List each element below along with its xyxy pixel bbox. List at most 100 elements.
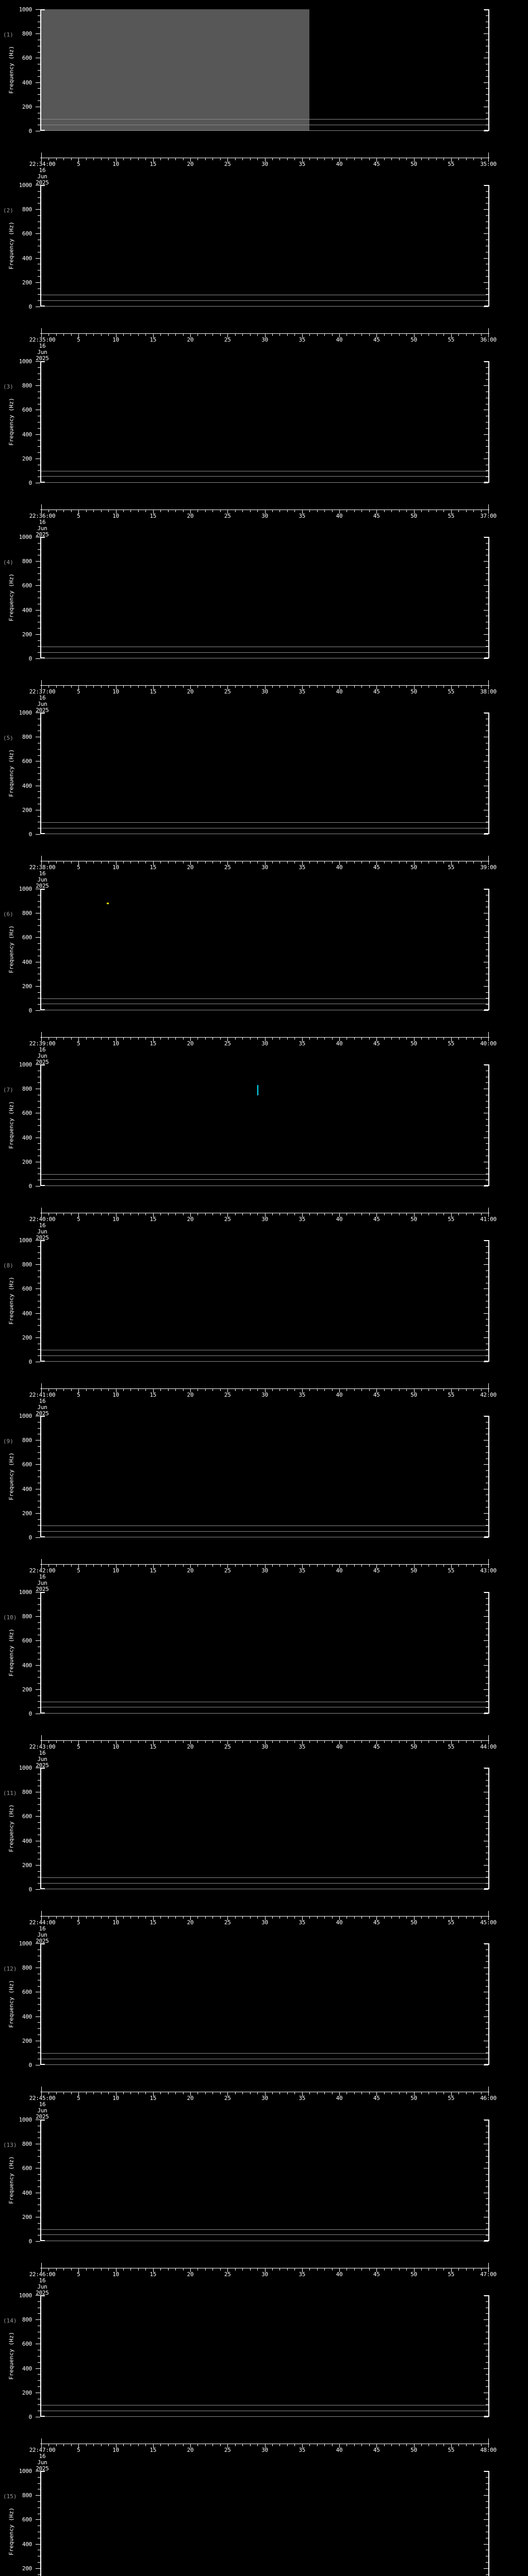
date-label: 16 Jun 2025 xyxy=(21,519,64,538)
plot-area[interactable] xyxy=(41,1416,488,1538)
time-minor-tick xyxy=(384,861,385,864)
date-label: 16 Jun 2025 xyxy=(21,1398,64,1417)
time-major-tick xyxy=(190,1740,191,1744)
time-minor-tick xyxy=(123,1916,124,1919)
plot-area[interactable] xyxy=(41,536,488,658)
y-minor-tick xyxy=(486,2022,488,2023)
y-axis-tick-label: 600 xyxy=(22,1285,32,1293)
time-minor-tick xyxy=(324,2092,325,2095)
reference-line xyxy=(41,998,488,999)
y-minor-tick xyxy=(486,70,488,71)
y-minor-tick xyxy=(38,2180,40,2181)
plot-area[interactable] xyxy=(41,888,488,1010)
time-minor-tick xyxy=(361,2092,362,2095)
time-axis-end-label: 46:00 xyxy=(480,2095,497,2102)
time-major-tick xyxy=(190,1037,191,1041)
time-major-tick xyxy=(116,861,117,866)
y-minor-tick xyxy=(486,1810,488,1811)
time-minor-tick xyxy=(272,2443,273,2446)
time-axis-tick-label: 40 xyxy=(336,1040,343,1047)
time-minor-tick xyxy=(369,2443,370,2446)
y-minor-tick xyxy=(486,118,488,119)
time-minor-tick xyxy=(257,2443,258,2446)
plot-area[interactable] xyxy=(41,1943,488,2065)
time-minor-tick xyxy=(421,2092,422,2095)
y-minor-tick xyxy=(486,197,488,198)
y-minor-tick xyxy=(38,1810,40,1811)
time-axis-tick-label: 10 xyxy=(112,864,119,871)
axis-cap xyxy=(484,1536,489,1538)
time-minor-tick xyxy=(436,509,437,512)
time-minor-tick xyxy=(309,1916,310,1919)
plot-area[interactable] xyxy=(41,1064,488,1186)
time-axis-tick-label: 15 xyxy=(150,1392,157,1399)
time-minor-tick xyxy=(406,509,407,512)
time-minor-tick xyxy=(421,1740,422,1743)
time-major-tick xyxy=(265,1916,266,1920)
date-label-line: 2025 xyxy=(36,1234,49,1241)
time-axis-tick-label: 30 xyxy=(261,864,268,871)
time-minor-tick xyxy=(250,685,251,688)
plot-area[interactable] xyxy=(41,9,488,131)
y-minor-tick xyxy=(486,1622,488,1623)
plot-area[interactable] xyxy=(41,713,488,835)
time-minor-tick xyxy=(287,1037,288,1040)
plot-area[interactable] xyxy=(41,361,488,483)
plot-area[interactable] xyxy=(41,185,488,307)
y-axis-title: Frequency (Hz) xyxy=(8,2507,15,2556)
axis-cap xyxy=(40,1416,45,1417)
time-minor-tick xyxy=(250,1564,251,1567)
time-minor-tick xyxy=(160,158,161,160)
time-major-tick xyxy=(227,861,228,866)
time-major-tick xyxy=(339,1740,340,1744)
date-label-line: 2025 xyxy=(36,1938,49,1944)
plot-background xyxy=(41,1416,488,1538)
y-axis-tick-label: 600 xyxy=(22,758,32,765)
plot-area[interactable] xyxy=(41,1768,488,1889)
time-minor-tick xyxy=(108,1388,109,1392)
time-major-tick xyxy=(339,1916,340,1920)
time-minor-tick xyxy=(466,1740,467,1743)
time-major-tick xyxy=(376,1916,377,1920)
time-axis-start-label: 22:38:00 xyxy=(29,864,56,871)
y-minor-tick xyxy=(486,1470,488,1471)
y-axis-tick-label: 200 xyxy=(22,104,32,110)
time-minor-tick xyxy=(56,861,57,864)
time-axis-tick-label: 40 xyxy=(336,1919,343,1926)
y-minor-tick xyxy=(38,70,40,71)
axis-cap xyxy=(40,1361,45,1362)
plot-area[interactable] xyxy=(41,1240,488,1362)
time-minor-tick xyxy=(369,861,370,864)
y-minor-tick xyxy=(486,1125,488,1126)
time-minor-tick xyxy=(346,861,348,864)
time-minor-tick xyxy=(332,1564,333,1567)
time-major-tick xyxy=(265,1388,266,1393)
plot-area[interactable] xyxy=(41,2471,488,2576)
time-axis-tick-label: 5 xyxy=(77,1743,80,1750)
time-major-tick xyxy=(227,1740,228,1744)
time-axis-tick-label: 5 xyxy=(77,336,80,344)
axis-cap xyxy=(484,1240,489,1242)
y-minor-tick xyxy=(38,100,40,101)
y-minor-tick xyxy=(38,1252,40,1253)
time-axis-start-label: 22:40:00 xyxy=(29,1215,56,1223)
plot-area[interactable] xyxy=(41,2295,488,2417)
time-minor-tick xyxy=(458,861,459,864)
y-axis-title: Frequency (Hz) xyxy=(8,2156,15,2204)
y-major-tick xyxy=(484,1943,488,1944)
time-major-tick xyxy=(227,685,228,689)
time-minor-tick xyxy=(354,2267,355,2270)
y-major-tick xyxy=(36,2295,40,2296)
time-minor-tick xyxy=(183,158,184,160)
y-minor-tick xyxy=(38,2404,40,2405)
y-minor-tick xyxy=(38,2198,40,2199)
time-minor-tick xyxy=(384,2267,385,2270)
time-minor-tick xyxy=(458,2092,459,2095)
time-axis-cap xyxy=(488,1383,489,1389)
time-axis-cap xyxy=(41,1911,42,1916)
plot-area[interactable] xyxy=(41,2119,488,2241)
time-axis-tick-label: 35 xyxy=(299,1743,306,1750)
time-minor-tick xyxy=(346,158,348,160)
y-major-tick xyxy=(484,1064,488,1065)
plot-area[interactable] xyxy=(41,1591,488,1714)
